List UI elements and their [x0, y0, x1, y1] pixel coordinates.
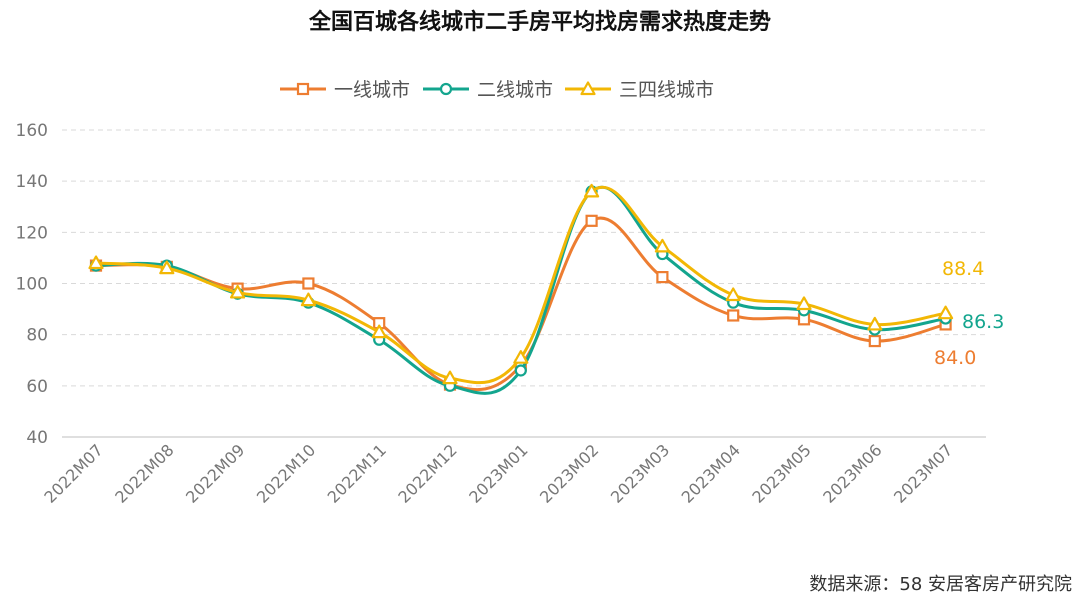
y-tick-label: 40 [26, 428, 48, 448]
data-point-tier34 [300, 292, 316, 307]
x-tick-label: 2022M08 [111, 440, 177, 506]
legend: 一线城市 二线城市 三四线城市 [280, 79, 714, 101]
data-point-tier34 [230, 284, 246, 299]
x-tick-label: 2023M04 [678, 440, 744, 506]
data-point-tier34 [371, 324, 387, 339]
y-tick-label: 120 [16, 223, 48, 243]
data-point-tier1 [585, 214, 598, 227]
x-tick-label: 2023M02 [536, 440, 602, 506]
x-tick-label: 2022M12 [394, 440, 460, 506]
grid-lines [62, 129, 986, 438]
x-tick-label: 2023M07 [890, 440, 956, 506]
x-tick-label: 2023M06 [819, 440, 885, 506]
data-point-tier34 [88, 255, 104, 270]
x-tick-label: 2022M10 [253, 440, 319, 506]
data-point-tier34 [867, 316, 883, 331]
legend-marker-tier34 [580, 81, 596, 96]
x-tick-label: 2022M11 [324, 440, 390, 506]
data-source: 数据来源：58 安居客房产研究院 [809, 574, 1072, 595]
series-group [88, 183, 954, 395]
x-tick-label: 2023M03 [607, 440, 673, 506]
data-point-tier1 [302, 277, 315, 290]
x-axis: 2022M07 2022M08 2022M09 2022M10 2022M11 2022M… [40, 440, 956, 506]
y-tick-label: 160 [16, 121, 48, 141]
end-label-tier1: 84.0 [934, 347, 976, 369]
y-axis: 40 60 80 100 120 140 160 [16, 121, 48, 448]
end-label-tier2: 86.3 [962, 311, 1004, 333]
chart-title: 全国百城各线城市二手房平均找房需求热度走势 [308, 10, 771, 35]
series-line-tier34 [95, 185, 946, 385]
data-point-tier34 [513, 350, 529, 364]
y-tick-label: 140 [16, 172, 48, 192]
data-point-tier1 [868, 334, 881, 348]
data-point-tier34 [796, 296, 812, 311]
x-tick-label: 2023M05 [748, 440, 814, 506]
data-point-tier34 [937, 305, 954, 320]
data-point-tier34 [654, 238, 671, 253]
legend-label-tier1: 一线城市 [334, 79, 410, 101]
data-point-tier34 [583, 183, 600, 198]
series-tier34 [88, 183, 954, 385]
legend-marker-tier2 [439, 82, 453, 96]
y-tick-label: 100 [16, 275, 48, 295]
x-tick-label: 2023M01 [465, 440, 531, 506]
x-tick-label: 2022M09 [182, 440, 248, 506]
data-point-tier34 [725, 287, 741, 302]
data-point-tier2 [514, 364, 527, 377]
legend-label-tier2: 二线城市 [477, 79, 553, 101]
data-point-tier34 [442, 370, 458, 385]
y-tick-label: 80 [26, 326, 48, 346]
x-tick-label: 2022M07 [40, 440, 106, 506]
series-line-tier2 [95, 185, 946, 395]
legend-label-tier34: 三四线城市 [619, 79, 714, 101]
data-point-tier1 [727, 309, 740, 322]
data-point-tier34 [159, 260, 175, 275]
end-label-tier34: 88.4 [942, 258, 984, 280]
data-point-tier1 [656, 271, 669, 284]
legend-marker-tier1 [296, 82, 310, 96]
y-tick-label: 60 [26, 377, 48, 397]
end-labels: 84.0 86.3 88.4 [934, 258, 1004, 369]
